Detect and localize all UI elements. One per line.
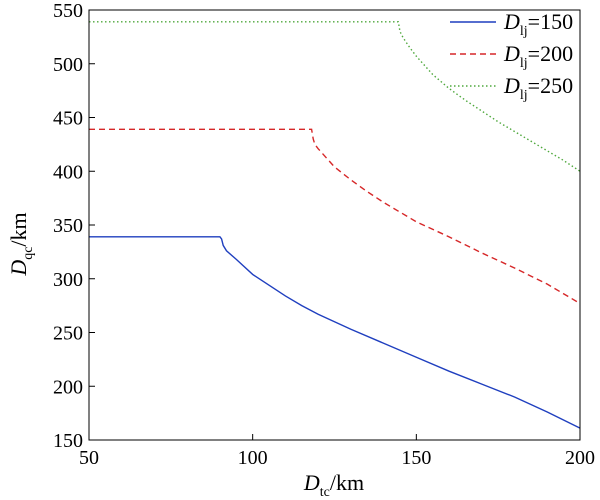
y-axis-label-subscript: qc xyxy=(21,247,36,260)
x-tick-label-200: 200 xyxy=(565,447,595,469)
x-axis-label: Dtc/km xyxy=(303,470,364,500)
x-axis-label-subscript: tc xyxy=(320,485,330,500)
y-tick-label-250: 250 xyxy=(53,323,83,345)
plot-lines xyxy=(89,21,581,429)
y-tick-label-500: 500 xyxy=(53,54,83,76)
y-tick-label-400: 400 xyxy=(53,161,83,183)
legend-label-value: =250 xyxy=(528,73,573,98)
y-tick-label-300: 300 xyxy=(53,269,83,291)
y-axis-label: Dqc/km xyxy=(6,212,36,276)
legend-label-symbol: D xyxy=(503,9,520,34)
legend-label-subscript: lj xyxy=(520,88,528,103)
y-tick-label-200: 200 xyxy=(53,376,83,398)
legend-label-value: =200 xyxy=(528,41,573,66)
legend-label-2: Dlj=200 xyxy=(503,41,573,71)
series-line-2 xyxy=(89,128,581,305)
y-tick-label-150: 150 xyxy=(53,430,83,452)
legend-label-symbol: D xyxy=(503,73,520,98)
y-tick-label-450: 450 xyxy=(53,108,83,130)
legend-label-value: =150 xyxy=(528,9,573,34)
x-axis-label-symbol: D xyxy=(303,470,320,495)
legend-label-3: Dlj=250 xyxy=(503,73,573,103)
x-tick-label-50: 50 xyxy=(79,447,99,469)
x-tick-label-150: 150 xyxy=(401,447,431,469)
ticks: 50 100 150 200 150 200 250 300 350 400 450 500 550 xyxy=(53,0,595,469)
y-axis-label-unit: /km xyxy=(6,212,31,246)
y-tick-label-350: 350 xyxy=(53,215,83,237)
legend-label-subscript: lj xyxy=(520,56,528,71)
y-tick-label-550: 550 xyxy=(53,0,83,22)
x-tick-label-100: 100 xyxy=(238,447,268,469)
x-axis-label-unit: /km xyxy=(330,470,364,495)
series-line-3 xyxy=(89,21,581,172)
legend-label-1: Dlj=150 xyxy=(503,9,573,39)
y-axis-label-symbol: D xyxy=(6,260,31,277)
legend-label-subscript: lj xyxy=(520,24,528,39)
series-line-1 xyxy=(89,236,581,429)
legend-label-symbol: D xyxy=(503,41,520,66)
